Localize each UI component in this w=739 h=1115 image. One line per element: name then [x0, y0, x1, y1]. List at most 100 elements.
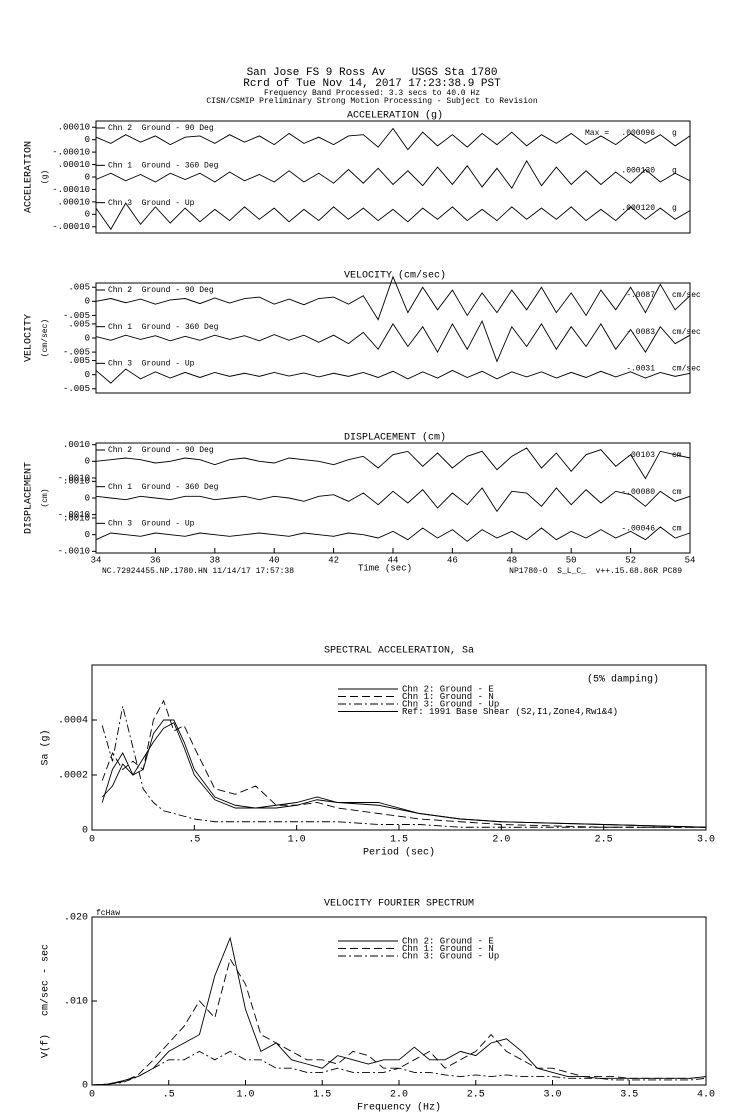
corner-label: fcHaw — [96, 909, 120, 918]
legend-label: Chn 3: Ground - Up — [402, 951, 499, 961]
y-tick-label: 0 — [85, 210, 90, 220]
x-tick-label: 2.5 — [467, 1090, 485, 1101]
plot-frame — [95, 282, 691, 394]
legend-label: Chn 2: Ground - E — [402, 936, 494, 946]
x-tick-label: 1.5 — [390, 835, 408, 846]
y-tick-label: .0010 — [63, 477, 90, 487]
trace — [95, 319, 691, 363]
y-tick-label: .0004 — [58, 716, 88, 727]
trace — [95, 275, 691, 321]
peak-prefix: Max = — [585, 129, 609, 138]
y-axis-unit: (cm) — [41, 488, 50, 507]
panel-label: Chn 2 Ground - 90 Deg — [108, 286, 214, 295]
y-tick-label: .0010 — [63, 440, 90, 450]
y-tick-label: .005 — [68, 319, 90, 329]
chart-title: DISPLACEMENT (cm) — [344, 432, 446, 444]
y-tick-label: .020 — [64, 913, 88, 924]
y-tick-label: 0 — [85, 297, 90, 307]
y-tick-label: .005 — [68, 356, 90, 366]
peak-label: -.00080 — [621, 488, 655, 497]
series-line — [101, 722, 707, 828]
trace — [95, 202, 691, 231]
y-tick-label: -.00010 — [52, 147, 90, 157]
chart-title: SPECTRAL ACCELERATION, Sa — [324, 646, 474, 657]
x-tick-label: 2.0 — [390, 1090, 408, 1101]
y-tick-label: 0 — [85, 493, 90, 503]
series-line — [91, 1050, 707, 1086]
x-tick-label: 50 — [566, 555, 577, 565]
peak-label: -.00046 — [621, 524, 655, 533]
footer-right: NP1780-O S_L_C_ v++.15.68.86R PC89 — [509, 567, 682, 576]
annotation: (5% damping) — [587, 674, 659, 686]
x-axis-label: Period (sec) — [363, 847, 435, 859]
x-tick-label: 3.0 — [543, 1090, 561, 1101]
x-tick-label: 3.0 — [697, 835, 715, 846]
trace — [95, 159, 691, 190]
peak-unit: g — [672, 129, 677, 138]
chart-title: VELOCITY (cm/sec) — [344, 270, 446, 282]
y-axis-unit: (g) — [41, 170, 50, 184]
panel-label: Chn 3 Ground - Up — [108, 199, 195, 208]
x-tick-label: 40 — [269, 555, 280, 565]
trace — [95, 487, 691, 513]
y-tick-label: .00010 — [58, 197, 90, 207]
x-tick-label: 1.0 — [236, 1090, 254, 1101]
y-tick-label: 0 — [85, 370, 90, 380]
legend-label: Chn 1: Ground - N — [402, 692, 494, 702]
x-tick-label: 2.5 — [595, 835, 613, 846]
peak-label: .000120 — [621, 204, 655, 213]
panel-label: Chn 1 Ground - 360 Deg — [108, 323, 219, 332]
peak-label: -.0087 — [626, 291, 655, 300]
y-tick-label: -.0010 — [58, 473, 90, 483]
y-tick-label: -.005 — [63, 384, 90, 394]
y-tick-label: 0 — [85, 530, 90, 540]
x-tick-label: 1.0 — [288, 835, 306, 846]
y-tick-label: 0 — [85, 333, 90, 343]
trace — [95, 368, 691, 384]
x-tick-label: 0 — [89, 835, 95, 846]
peak-unit: cm — [672, 488, 682, 497]
x-tick-label: 54 — [685, 555, 696, 565]
panel-label: Chn 1 Ground - 360 Deg — [108, 161, 219, 170]
peak-label: -.0031 — [626, 364, 655, 373]
trace — [95, 447, 691, 480]
peak-unit: g — [672, 204, 677, 213]
y-tick-label: -.00010 — [52, 185, 90, 195]
footer-left: NC.72924455.NP.1780.HN 11/14/17 17:57:38 — [102, 567, 294, 576]
panel-label: Chn 3 Ground - Up — [108, 519, 195, 528]
y-axis-unit: (cm/sec) — [41, 319, 50, 357]
peak-label: -.0083 — [626, 328, 655, 337]
y-tick-label: -.0010 — [58, 547, 90, 557]
x-tick-label: 38 — [209, 555, 220, 565]
y-axis-label: VELOCITY — [24, 314, 35, 362]
peak-unit: cm/sec — [672, 364, 701, 373]
x-tick-label: 48 — [506, 555, 517, 565]
x-tick-label: 0 — [89, 1090, 95, 1101]
peak-unit: g — [672, 166, 677, 175]
y-tick-label: -.005 — [63, 347, 90, 357]
x-tick-label: 1.5 — [313, 1090, 331, 1101]
x-tick-label: .5 — [188, 835, 200, 846]
peak-label: .00103 — [626, 451, 655, 460]
header-line: San Jose FS 9 Ross Av USGS Sta 1780 — [247, 67, 498, 79]
legend-label: Chn 2: Ground - E — [402, 684, 494, 694]
x-axis-label: Frequency (Hz) — [357, 1102, 441, 1114]
legend-label: Chn 3: Ground - Up — [402, 699, 499, 709]
x-tick-label: 4.0 — [697, 1090, 715, 1101]
x-tick-label: 3.5 — [620, 1090, 638, 1101]
trace — [95, 127, 691, 151]
y-tick-label: 0 — [85, 135, 90, 145]
x-tick-label: 34 — [91, 555, 102, 565]
peak-label: .000096 — [621, 129, 655, 138]
y-tick-label: 0 — [85, 172, 90, 182]
y-tick-label: -.0010 — [58, 510, 90, 520]
series-line — [101, 699, 706, 828]
x-tick-label: 52 — [625, 555, 636, 565]
y-axis-label: Sa (g) — [40, 729, 52, 765]
y-tick-label: 0 — [82, 1081, 88, 1092]
x-tick-label: .5 — [163, 1090, 175, 1101]
header-line: CISN/CSMIP Preliminary Strong Motion Pro… — [206, 97, 537, 106]
peak-unit: cm/sec — [672, 328, 701, 337]
peak-unit: cm/sec — [672, 291, 701, 300]
